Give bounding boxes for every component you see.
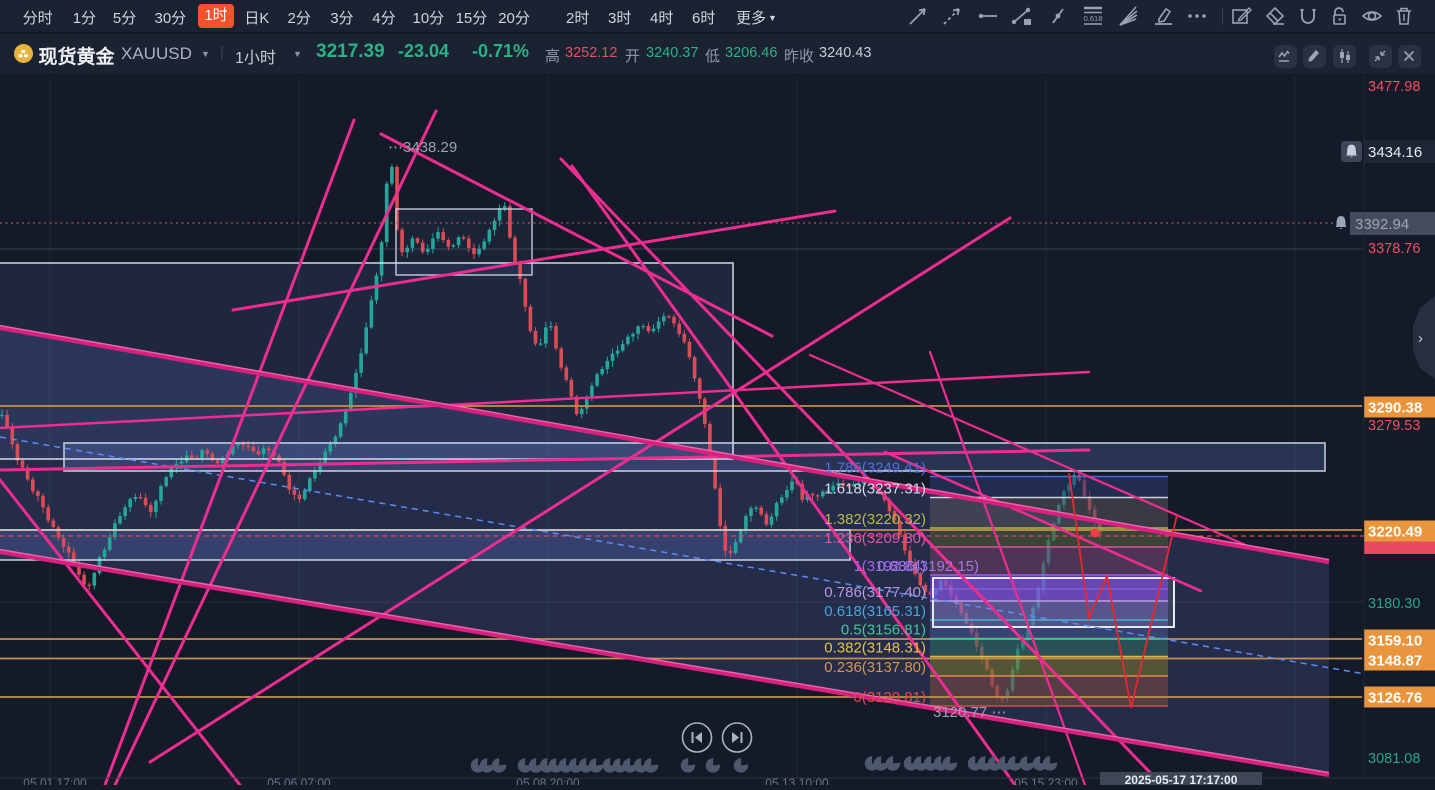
svg-text:3392.94: 3392.94 [1355, 216, 1409, 233]
svg-text:3290.38: 3290.38 [1368, 400, 1422, 417]
svg-text:3180.30: 3180.30 [1368, 596, 1420, 612]
svg-text:1.786(3249.41): 1.786(3249.41) [824, 460, 926, 477]
svg-text:3279.53: 3279.53 [1368, 418, 1420, 434]
svg-text:3126.76: 3126.76 [1368, 690, 1422, 707]
svg-text:05.13 10:00: 05.13 10:00 [765, 776, 829, 785]
svg-text:3081.08: 3081.08 [1368, 751, 1420, 767]
svg-text:0(3120.81): 0(3120.81) [853, 689, 926, 706]
svg-text:3120.77 ⋯: 3120.77 ⋯ [933, 704, 1006, 721]
svg-text:1(3192.84): 1(3192.84) [853, 558, 926, 575]
svg-text:05.08 20:00: 05.08 20:00 [516, 776, 580, 785]
svg-text:0.382(3148.31): 0.382(3148.31) [824, 640, 926, 657]
svg-text:05.01 17:00: 05.01 17:00 [23, 776, 87, 785]
svg-text:05.06 07:00: 05.06 07:00 [267, 776, 331, 785]
svg-text:0.618: 0.618 [1084, 14, 1103, 23]
svg-text:⋯3438.29: ⋯3438.29 [388, 139, 457, 156]
svg-text:0.236(3137.80): 0.236(3137.80) [824, 659, 926, 676]
svg-text:›: › [1418, 330, 1423, 347]
svg-text:1.236(3209.80): 1.236(3209.80) [824, 530, 926, 547]
svg-text:1.618(3237.31): 1.618(3237.31) [824, 481, 926, 498]
svg-text:05.15 23:00: 05.15 23:00 [1014, 776, 1078, 785]
svg-text:1.382(3220.32): 1.382(3220.32) [824, 511, 926, 528]
svg-text:0.5(3156.81): 0.5(3156.81) [841, 622, 926, 639]
svg-text:3148.87: 3148.87 [1368, 653, 1422, 670]
svg-text:0.786(3177.40): 0.786(3177.40) [824, 584, 926, 601]
svg-text:3378.76: 3378.76 [1368, 241, 1420, 257]
svg-text:3477.98: 3477.98 [1368, 79, 1420, 95]
svg-text:0.886(3192.15): 0.886(3192.15) [877, 558, 979, 575]
svg-text:3159.10: 3159.10 [1368, 633, 1422, 650]
svg-text:3434.16: 3434.16 [1368, 144, 1422, 161]
svg-text:2025-05-17 17:17:00: 2025-05-17 17:17:00 [1125, 773, 1238, 785]
svg-text:3220.49: 3220.49 [1368, 524, 1422, 541]
svg-text:0.618(3165.31): 0.618(3165.31) [824, 603, 926, 620]
